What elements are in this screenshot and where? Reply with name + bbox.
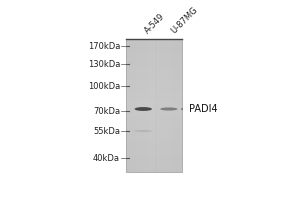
Bar	[126, 106, 182, 109]
Bar	[126, 162, 182, 165]
Bar	[126, 63, 182, 66]
Bar	[126, 155, 182, 159]
Text: 40kDa: 40kDa	[93, 154, 120, 163]
Text: PADI4: PADI4	[189, 104, 217, 114]
Bar	[126, 145, 182, 149]
Bar	[126, 46, 182, 49]
Bar	[173, 39, 176, 172]
Bar	[126, 135, 182, 139]
Bar	[126, 76, 182, 79]
Bar	[154, 39, 157, 172]
Bar	[126, 73, 182, 76]
Bar	[131, 39, 134, 172]
Bar	[126, 112, 182, 116]
Bar	[126, 99, 182, 102]
Bar	[126, 53, 182, 56]
Bar	[179, 39, 181, 172]
Text: 170kDa: 170kDa	[88, 42, 120, 51]
Bar	[126, 39, 129, 172]
Bar	[162, 39, 165, 172]
Bar	[126, 43, 182, 46]
Ellipse shape	[160, 107, 178, 111]
Bar	[126, 129, 182, 132]
Bar	[126, 102, 182, 106]
Bar	[159, 39, 162, 172]
Text: 100kDa: 100kDa	[88, 82, 120, 91]
Bar	[126, 139, 182, 142]
Text: 55kDa: 55kDa	[93, 127, 120, 136]
Bar	[126, 89, 182, 92]
Bar	[170, 39, 173, 172]
Bar	[126, 86, 182, 89]
Bar	[148, 39, 151, 172]
Bar	[126, 119, 182, 122]
Bar	[146, 39, 148, 172]
Text: A-549: A-549	[143, 12, 167, 36]
Bar	[126, 132, 182, 135]
Bar	[126, 82, 182, 86]
Bar	[126, 79, 182, 82]
Bar	[137, 39, 140, 172]
Bar	[126, 165, 182, 169]
Bar	[126, 92, 182, 96]
Bar	[157, 39, 159, 172]
Bar	[151, 39, 154, 172]
Ellipse shape	[135, 130, 152, 132]
Text: U-87MG: U-87MG	[169, 5, 199, 36]
Bar	[126, 159, 182, 162]
Bar	[126, 125, 182, 129]
Bar	[126, 69, 182, 73]
Bar	[126, 169, 182, 172]
Bar	[142, 39, 146, 172]
Bar	[140, 39, 142, 172]
Bar	[126, 59, 182, 63]
Bar	[126, 39, 182, 172]
Bar	[126, 109, 182, 112]
Ellipse shape	[135, 107, 152, 111]
Bar	[134, 39, 137, 172]
Bar	[165, 39, 168, 172]
Bar	[126, 152, 182, 155]
Bar	[126, 149, 182, 152]
Bar	[176, 39, 179, 172]
Bar	[126, 39, 182, 43]
Bar	[126, 49, 182, 53]
Bar	[168, 39, 170, 172]
Bar	[126, 66, 182, 69]
Bar	[129, 39, 131, 172]
Bar	[126, 122, 182, 125]
Bar	[126, 56, 182, 59]
Bar	[126, 96, 182, 99]
Text: 70kDa: 70kDa	[93, 107, 120, 116]
Bar	[126, 142, 182, 145]
Text: 130kDa: 130kDa	[88, 60, 120, 69]
Bar	[126, 116, 182, 119]
